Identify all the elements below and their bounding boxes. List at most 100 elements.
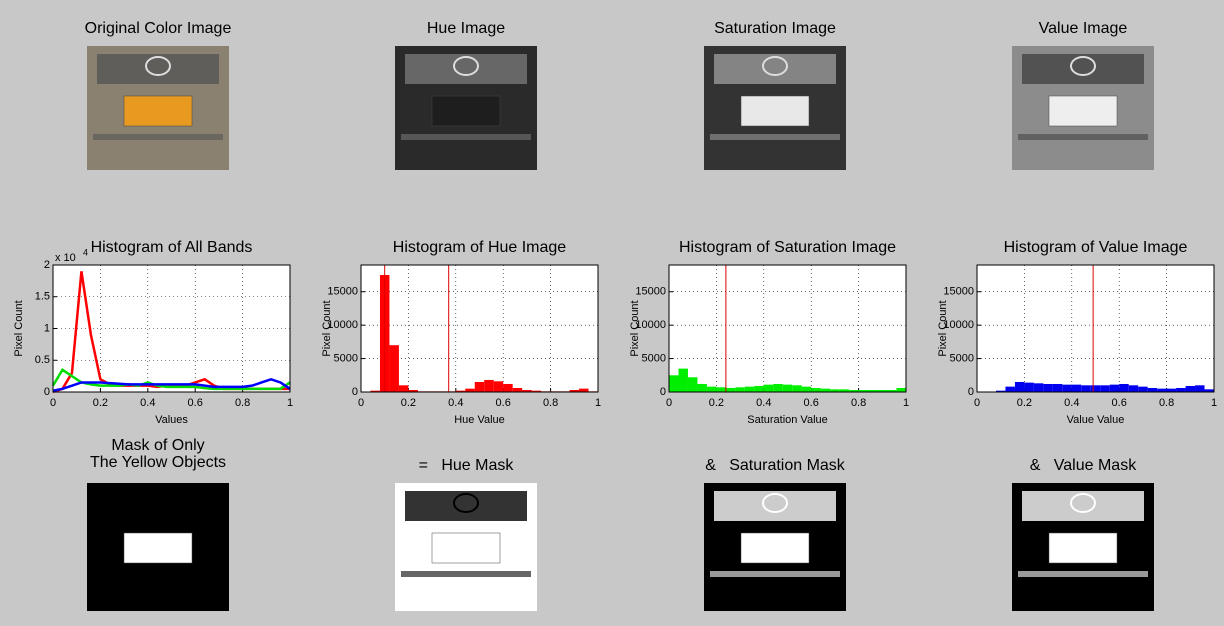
x-tick-label: 0.6 bbox=[1112, 397, 1127, 409]
grill bbox=[714, 491, 836, 521]
histogram-bar bbox=[579, 389, 588, 392]
histogram-bar bbox=[745, 387, 754, 392]
chart-title: Histogram of Hue Image bbox=[393, 239, 567, 256]
image bbox=[395, 46, 537, 170]
histogram-bar bbox=[688, 377, 697, 392]
bumper bbox=[401, 571, 531, 577]
x-tick-label: 0 bbox=[50, 397, 56, 409]
y-tick-label: 10000 bbox=[327, 319, 358, 331]
image bbox=[87, 46, 229, 170]
plate bbox=[432, 96, 500, 126]
x-tick-label: 0.6 bbox=[496, 397, 511, 409]
y-tick-label: 1.5 bbox=[35, 291, 50, 303]
histogram-bar bbox=[707, 387, 716, 392]
histogram-bar bbox=[1186, 386, 1195, 392]
histogram-bar bbox=[503, 384, 512, 392]
plate bbox=[1049, 96, 1117, 126]
plate bbox=[432, 533, 500, 563]
x-axis-label: Value Value bbox=[1067, 414, 1125, 426]
histogram-bar bbox=[1129, 385, 1138, 392]
histogram-bar bbox=[1005, 387, 1014, 392]
histogram-bar bbox=[1015, 382, 1024, 392]
histogram-bar bbox=[1110, 385, 1119, 392]
image-title: = Hue Mask bbox=[419, 457, 515, 474]
bumper bbox=[710, 571, 840, 577]
x-tick-label: 0.4 bbox=[756, 397, 771, 409]
histogram-bar bbox=[513, 388, 522, 392]
image bbox=[87, 483, 229, 611]
x-tick-label: 0 bbox=[666, 397, 672, 409]
x-tick-label: 0.8 bbox=[851, 397, 866, 409]
y-scale-exponent: 4 bbox=[83, 247, 88, 257]
histogram-bar bbox=[678, 369, 687, 392]
image bbox=[704, 46, 846, 170]
plate bbox=[1049, 533, 1117, 563]
y-tick-label: 0.5 bbox=[35, 354, 50, 366]
grill bbox=[405, 491, 527, 521]
histogram-bar bbox=[465, 389, 474, 392]
x-tick-label: 0.2 bbox=[93, 397, 108, 409]
histogram-bar bbox=[1167, 389, 1176, 392]
x-tick-label: 0.2 bbox=[401, 397, 416, 409]
y-tick-label: 15000 bbox=[327, 286, 358, 298]
histogram-bar bbox=[773, 384, 782, 392]
y-tick-label: 10000 bbox=[943, 319, 974, 331]
x-tick-label: 1 bbox=[903, 397, 909, 409]
axes bbox=[53, 265, 290, 392]
grill bbox=[1022, 491, 1144, 521]
image-title: Saturation Image bbox=[714, 20, 836, 37]
page: Original Color ImageHue ImageSaturation … bbox=[0, 0, 1224, 626]
image bbox=[1012, 46, 1154, 170]
chart-title: Histogram of Value Image bbox=[1004, 239, 1188, 256]
histogram-bar bbox=[783, 385, 792, 392]
plate bbox=[741, 533, 809, 563]
y-tick-label: 10000 bbox=[635, 319, 666, 331]
histogram-bar bbox=[1053, 384, 1062, 392]
x-axis-label: Saturation Value bbox=[747, 414, 828, 426]
x-tick-label: 0 bbox=[358, 397, 364, 409]
y-tick-label: 15000 bbox=[635, 286, 666, 298]
x-tick-label: 0.2 bbox=[1017, 397, 1032, 409]
bumper bbox=[93, 134, 223, 140]
histogram-bar bbox=[1034, 383, 1043, 392]
y-tick-label: 0 bbox=[660, 386, 666, 398]
histogram-bar bbox=[802, 387, 811, 392]
chart-title: Histogram of All Bands bbox=[91, 239, 253, 256]
x-tick-label: 0.2 bbox=[709, 397, 724, 409]
grill bbox=[1022, 54, 1144, 84]
y-tick-label: 0 bbox=[44, 386, 50, 398]
x-tick-label: 1 bbox=[1211, 397, 1217, 409]
y-tick-label: 2 bbox=[44, 259, 50, 271]
image-title: & Value Mask bbox=[1030, 457, 1137, 474]
histogram-bar bbox=[1119, 384, 1128, 392]
y-tick-label: 15000 bbox=[943, 286, 974, 298]
histogram-bar bbox=[735, 387, 744, 392]
y-tick-label: 5000 bbox=[950, 352, 974, 364]
histogram-bar bbox=[697, 384, 706, 392]
histogram-bar bbox=[669, 375, 678, 392]
histogram-bar bbox=[1043, 384, 1052, 392]
grill bbox=[97, 491, 219, 521]
x-tick-label: 0.6 bbox=[804, 397, 819, 409]
x-tick-label: 0.4 bbox=[448, 397, 463, 409]
histogram-bar bbox=[1024, 383, 1033, 392]
image bbox=[395, 483, 537, 611]
y-tick-label: 5000 bbox=[642, 352, 666, 364]
histogram-bar bbox=[897, 388, 906, 392]
axes bbox=[669, 265, 906, 392]
image bbox=[704, 483, 846, 611]
bumper bbox=[1018, 134, 1148, 140]
bumper bbox=[401, 134, 531, 140]
histogram-bar bbox=[1072, 385, 1081, 392]
histogram-bar bbox=[726, 388, 735, 392]
image-title: Value Image bbox=[1039, 20, 1128, 37]
histogram-bar bbox=[1138, 387, 1147, 392]
histogram-bar bbox=[1157, 389, 1166, 392]
histogram-bar bbox=[1176, 388, 1185, 392]
histogram-bar bbox=[1148, 388, 1157, 392]
histogram-bar bbox=[484, 380, 493, 392]
x-tick-label: 0 bbox=[974, 397, 980, 409]
histogram-bar bbox=[764, 385, 773, 392]
y-axis-label: Pixel Count bbox=[13, 300, 25, 356]
histogram-bar bbox=[821, 389, 830, 392]
